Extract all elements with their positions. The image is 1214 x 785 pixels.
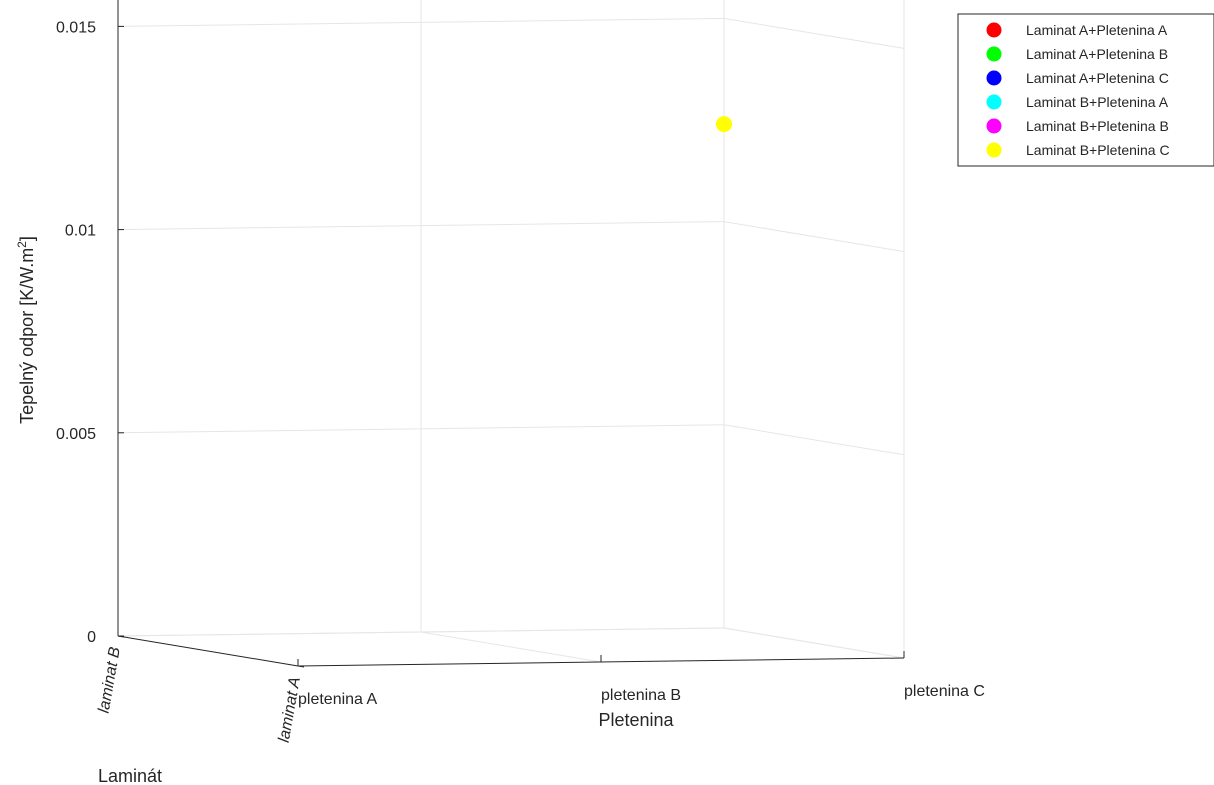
- points-layer: [716, 116, 732, 133]
- legend-items: Laminat A+Pletenina A Laminat A+Pletenina…: [986, 22, 1170, 158]
- y-grid-line-floor: [117, 627, 725, 637]
- x-grid-line-floor: [420, 631, 602, 663]
- x-grid-line-floor: [723, 627, 905, 659]
- legend-marker: [986, 118, 1002, 134]
- z-grid-line-side: [723, 424, 905, 456]
- legend-box: [957, 13, 1214, 167]
- legend-marker: [986, 22, 1002, 38]
- legend-label: Laminat B+Pletenina B: [1026, 118, 1169, 134]
- legend-label: Laminat B+Pletenina C: [1026, 142, 1170, 158]
- legend-marker: [986, 142, 1002, 158]
- z-tick-label: 0.015: [56, 19, 96, 36]
- x-tick-label: pletenina C: [904, 683, 985, 700]
- z-tick-label: 0.01: [65, 223, 96, 240]
- x-axis-title: Pletenina: [598, 710, 674, 730]
- legend: Laminat A+Pletenina A Laminat A+Pletenina…: [957, 13, 1214, 167]
- z-axis-title: Tepelný odpor [K/W.m2]: [15, 236, 37, 424]
- data-point: [716, 116, 732, 133]
- x-tick-label: pletenina A: [298, 691, 378, 708]
- z-grid-line-side: [723, 17, 905, 49]
- legend-label: Laminat A+Pletenina B: [1026, 46, 1168, 62]
- legend-marker: [986, 94, 1002, 110]
- y-tick-label: laminat B: [96, 645, 124, 714]
- y-tick-label: laminat A: [276, 676, 304, 744]
- y-axis-line: [117, 635, 299, 667]
- legend-marker: [986, 70, 1002, 86]
- legend-marker: [986, 46, 1002, 62]
- x-tick-label: pletenina B: [601, 687, 681, 704]
- z-tick-label: 0: [87, 629, 96, 646]
- grid-layer: [117, 0, 905, 667]
- z-tick-label: 0.005: [56, 426, 96, 443]
- y-tick: [297, 665, 305, 668]
- legend-label: Laminat B+Pletenina A: [1026, 94, 1169, 110]
- z-grid-line-side: [723, 221, 905, 253]
- y-axis-title: Laminát: [98, 766, 162, 785]
- y-tick: [117, 635, 125, 638]
- legend-label: Laminat A+Pletenina C: [1026, 70, 1169, 86]
- legend-label: Laminat A+Pletenina A: [1026, 22, 1168, 38]
